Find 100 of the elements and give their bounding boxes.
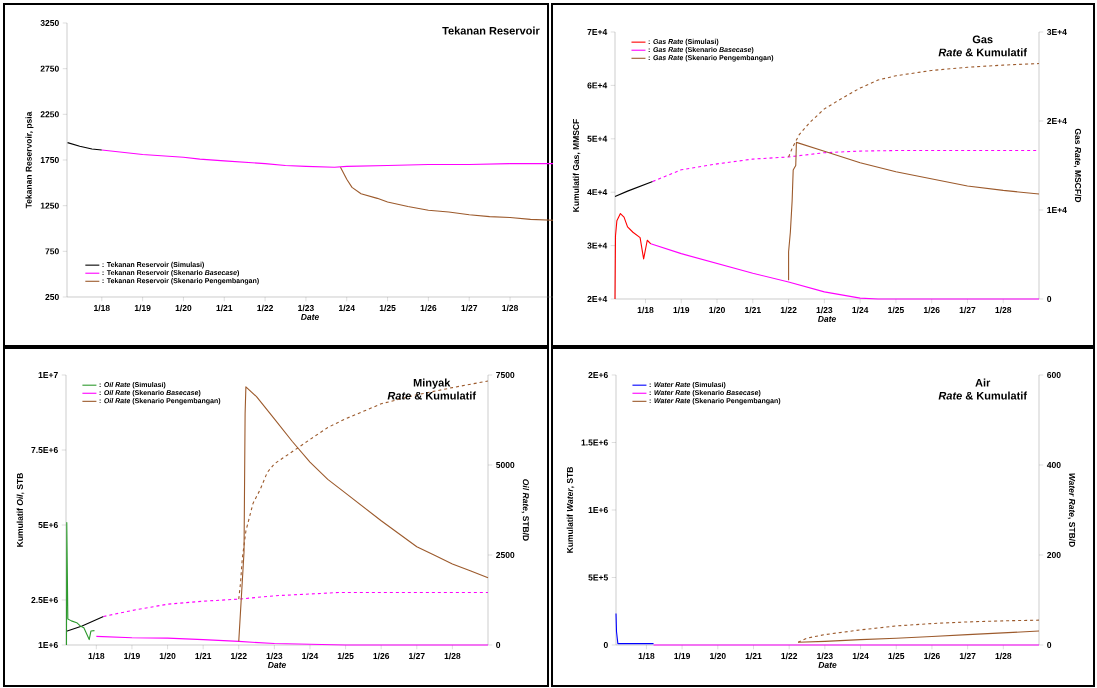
x-axis-title: Date bbox=[818, 661, 837, 668]
y-tick-label: 6E+4 bbox=[587, 82, 608, 89]
y2-axis-title: Gas Rate, MSCF/D bbox=[1073, 128, 1082, 203]
x-tick-label: 1/19 bbox=[674, 652, 691, 660]
x-tick-label: 1/26 bbox=[420, 304, 437, 312]
y2-axis-title: Oil Rate, STB/D bbox=[521, 479, 530, 541]
x-tick-label: 1/22 bbox=[257, 304, 274, 312]
x-tick-label: 1/24 bbox=[852, 306, 869, 314]
y-axis-title: Kumulatif Water, STB bbox=[566, 467, 575, 553]
y2-tick-label: 0 bbox=[1047, 642, 1052, 648]
y-tick-label: 2250 bbox=[40, 111, 59, 118]
chart-title: Tekanan Reservoir bbox=[442, 26, 540, 35]
y2-tick-label: 2E+4 bbox=[1047, 118, 1067, 124]
x-tick-label: 1/19 bbox=[124, 652, 140, 660]
x-tick-label: 1/27 bbox=[461, 304, 478, 312]
x-tick-label: 1/21 bbox=[195, 652, 212, 660]
x-tick-label: 1/21 bbox=[216, 304, 233, 312]
line-series bbox=[65, 522, 96, 646]
y2-tick-label: 200 bbox=[1047, 552, 1061, 558]
x-tick-label: 1/27 bbox=[959, 652, 976, 660]
y-tick-label: 4E+4 bbox=[587, 189, 608, 196]
x-tick-label: 1/20 bbox=[709, 306, 725, 314]
x-tick-label: 1/25 bbox=[888, 306, 904, 314]
x-tick-label: 1/28 bbox=[502, 304, 519, 312]
x-tick-label: 1/19 bbox=[134, 304, 151, 312]
x-tick-label: 1/24 bbox=[339, 304, 355, 312]
y-axis-title: Kumulatif Oil, STB bbox=[16, 473, 25, 547]
y-tick-label: 250 bbox=[45, 293, 59, 300]
x-tick-label: 1/24 bbox=[302, 652, 319, 660]
y-tick-label: 2.5E+6 bbox=[31, 597, 58, 604]
x-tick-label: 1/26 bbox=[373, 652, 390, 660]
y-tick-label: 5E+6 bbox=[38, 522, 58, 529]
y-tick-label: 7E+4 bbox=[587, 29, 608, 35]
y-axis-title: Kumulatif Gas, MMSCF bbox=[572, 119, 581, 212]
y2-axis-title: Water Rate, STB/D bbox=[1067, 473, 1076, 547]
y-tick-label: 3E+4 bbox=[587, 242, 608, 249]
x-tick-label: 1/23 bbox=[816, 306, 833, 314]
x-tick-label: 1/24 bbox=[852, 652, 869, 660]
x-tick-label: 1/23 bbox=[298, 304, 314, 312]
text: Rate & Kumulatif bbox=[387, 391, 477, 400]
x-tick-label: 1/23 bbox=[266, 652, 283, 660]
x-tick-label: 1/18 bbox=[637, 306, 654, 314]
y2-tick-label: 5000 bbox=[496, 462, 515, 469]
y2-tick-label: 7500 bbox=[496, 372, 515, 379]
x-tick-label: 1/18 bbox=[638, 652, 655, 660]
y2-tick-label: 2500 bbox=[496, 552, 515, 559]
x-tick-label: 1/26 bbox=[924, 652, 940, 660]
chart-title: Air bbox=[975, 378, 991, 387]
x-tick-label: 1/28 bbox=[995, 306, 1012, 314]
y2-tick-label: 1E+4 bbox=[1047, 207, 1067, 213]
y2-tick-label: 0 bbox=[496, 642, 501, 648]
y-tick-label: 5E+4 bbox=[587, 135, 608, 142]
y-tick-label: 1.5E+6 bbox=[581, 439, 608, 446]
x-tick-label: 1/22 bbox=[231, 652, 247, 660]
x-axis-title: Date bbox=[267, 661, 286, 668]
x-tick-label: 1/22 bbox=[781, 652, 798, 660]
line-series bbox=[95, 635, 489, 646]
x-tick-label: 1/25 bbox=[379, 304, 396, 312]
x-tick-label: 1/26 bbox=[923, 306, 940, 314]
y2-tick-label: 600 bbox=[1047, 371, 1061, 378]
x-tick-label: 1/19 bbox=[673, 306, 690, 314]
x-tick-label: 1/21 bbox=[745, 306, 761, 314]
x-tick-label: 1/22 bbox=[780, 306, 797, 314]
x-tick-label: 1/20 bbox=[159, 652, 176, 660]
y-axis-title: Tekanan Reservoir, psia bbox=[25, 111, 34, 209]
x-tick-label: 1/27 bbox=[959, 306, 976, 314]
y-tick-label: 750 bbox=[45, 248, 59, 255]
x-tick-label: 1/23 bbox=[817, 652, 833, 660]
text: Rate & Kumulatif bbox=[938, 48, 1028, 57]
y2-tick-label: 0 bbox=[1047, 295, 1052, 302]
text: Rate & Kumulatif bbox=[938, 391, 1028, 400]
y2-tick-label: 400 bbox=[1046, 462, 1061, 468]
y-tick-label: 2E+6 bbox=[588, 372, 608, 378]
x-tick-label: 1/27 bbox=[409, 652, 425, 660]
y-tick-label: 0 bbox=[603, 642, 608, 648]
line-series bbox=[339, 166, 554, 221]
y-tick-label: 1250 bbox=[40, 202, 59, 209]
x-tick-label: 1/25 bbox=[888, 652, 905, 660]
y2-tick-label: 3E+4 bbox=[1046, 28, 1067, 36]
line-series bbox=[101, 149, 554, 168]
chart-title: Gas bbox=[972, 35, 993, 44]
x-tick-label: 1/18 bbox=[88, 652, 105, 660]
y-tick-label: 1E+6 bbox=[588, 507, 608, 513]
x-axis-title: Date bbox=[817, 315, 836, 322]
x-tick-label: 1/18 bbox=[94, 304, 110, 312]
x-tick-label: 1/21 bbox=[745, 652, 762, 660]
y-tick-label: 3250 bbox=[40, 19, 59, 27]
y-tick-label: 2750 bbox=[40, 65, 59, 72]
x-tick-label: 1/28 bbox=[995, 652, 1012, 660]
y-tick-label: 2E+4 bbox=[587, 296, 608, 302]
line-series bbox=[614, 213, 652, 300]
x-tick-label: 1/20 bbox=[710, 652, 726, 660]
y-tick-label: 7.5E+6 bbox=[31, 447, 58, 454]
y-tick-label: 1750 bbox=[40, 156, 59, 163]
line-series bbox=[67, 142, 103, 151]
y-tick-label: 1E+7 bbox=[38, 372, 58, 378]
x-tick-label: 1/25 bbox=[337, 652, 354, 660]
y-tick-label: 1E+6 bbox=[38, 642, 58, 648]
chart-title: Minyak bbox=[413, 378, 451, 389]
line-series bbox=[102, 591, 489, 618]
